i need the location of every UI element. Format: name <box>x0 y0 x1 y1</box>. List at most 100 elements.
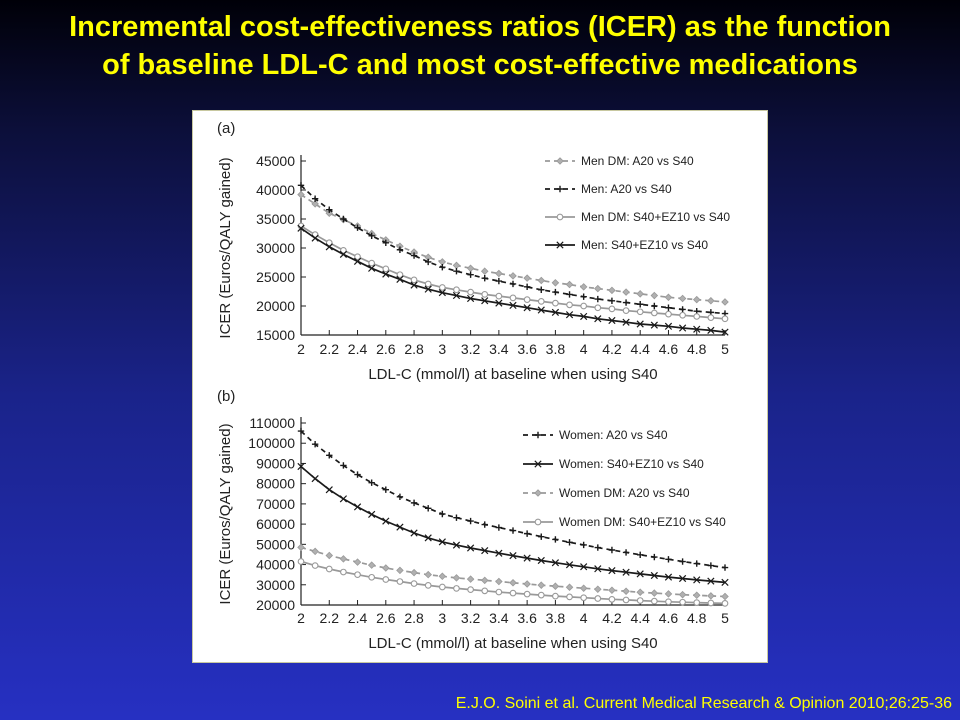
legend-label: Men DM: A20 vs S40 <box>581 154 694 168</box>
data-point <box>579 584 588 592</box>
data-point <box>509 272 517 280</box>
data-point <box>538 286 545 293</box>
data-point <box>326 452 333 459</box>
data-point <box>637 551 644 559</box>
data-point <box>438 284 446 291</box>
data-point <box>566 593 573 601</box>
data-point <box>565 583 574 591</box>
y-tick-label: 15000 <box>256 327 295 343</box>
data-point <box>707 577 715 585</box>
data-point <box>664 590 673 598</box>
series-3 <box>297 222 729 323</box>
x-tick-label: 4.2 <box>602 341 622 357</box>
data-point <box>297 224 305 232</box>
legend: Men DM: A20 vs S40 Men: A20 vs S40 Men DM:… <box>545 154 730 252</box>
x-tick-label: 3.6 <box>517 610 537 626</box>
data-point <box>594 544 601 551</box>
data-point <box>466 575 475 583</box>
data-point <box>382 239 389 246</box>
data-point <box>410 252 418 259</box>
data-point <box>622 307 630 314</box>
data-point <box>693 313 701 320</box>
data-point <box>692 295 701 304</box>
data-point <box>679 558 686 565</box>
y-tick-label: 35000 <box>256 211 295 227</box>
data-point <box>594 295 601 303</box>
x-tick-label: 2.8 <box>404 341 424 357</box>
data-point <box>466 294 475 303</box>
data-point <box>721 315 729 323</box>
data-point <box>325 565 333 573</box>
data-point <box>368 573 376 581</box>
data-point <box>608 595 616 603</box>
data-point <box>368 479 375 486</box>
slide-title-line-1: Incremental cost-effectiveness ratios (I… <box>69 11 891 43</box>
data-point <box>354 253 361 261</box>
legend-marker <box>534 431 542 439</box>
data-point <box>650 309 658 317</box>
slide-title-line-2: of baseline LDL-C and most cost-effectiv… <box>102 49 858 81</box>
data-point <box>311 474 319 483</box>
data-point <box>452 291 461 300</box>
legend-marker <box>556 185 564 193</box>
data-point <box>453 286 460 294</box>
data-point <box>410 499 418 507</box>
data-point <box>551 279 560 287</box>
data-point <box>509 552 517 560</box>
data-point <box>608 586 616 595</box>
data-point <box>552 288 559 296</box>
y-tick-label: 50000 <box>256 536 295 552</box>
data-point <box>651 302 658 310</box>
series-2 <box>297 462 729 586</box>
legend-label: Women DM: A20 vs S40 <box>559 486 690 500</box>
data-point <box>353 503 362 511</box>
data-point <box>650 291 659 300</box>
data-point <box>480 576 489 585</box>
series-line <box>300 546 726 598</box>
data-point <box>523 580 531 588</box>
data-point <box>452 574 461 582</box>
y-tick-label: 30000 <box>256 577 295 593</box>
data-point <box>297 462 305 471</box>
data-point <box>679 311 686 319</box>
data-point <box>424 534 432 542</box>
x-tick-label: 4 <box>580 610 588 626</box>
data-point <box>523 304 531 312</box>
x-tick-label: 3.8 <box>546 341 566 357</box>
data-point <box>707 592 715 600</box>
data-point <box>396 493 404 501</box>
data-point <box>551 582 560 590</box>
data-point <box>523 590 531 598</box>
legend-label: Men DM: S40+EZ10 vs S40 <box>581 210 730 224</box>
data-point <box>636 320 644 328</box>
data-point <box>594 284 602 293</box>
data-point <box>608 286 616 295</box>
data-point <box>396 246 404 253</box>
data-point <box>580 293 587 300</box>
data-point <box>467 517 474 525</box>
data-point <box>297 543 305 552</box>
data-point <box>566 301 573 309</box>
data-point <box>339 555 348 563</box>
data-point <box>665 304 672 311</box>
data-point <box>311 195 319 202</box>
data-point <box>650 597 658 605</box>
x-tick-label: 2 <box>297 610 305 626</box>
x-tick-label: 2.4 <box>348 610 368 626</box>
legend-label: Women: A20 vs S40 <box>559 428 668 442</box>
series-3 <box>297 543 729 601</box>
citation: E.J.O. Soini et al. Current Medical Rese… <box>455 695 952 712</box>
data-point <box>664 322 673 330</box>
data-point <box>368 259 376 267</box>
data-point <box>453 585 460 592</box>
data-point <box>495 292 503 300</box>
data-point <box>340 568 347 576</box>
data-point <box>452 541 461 549</box>
data-point <box>594 304 602 312</box>
x-tick-label: 2.4 <box>348 341 368 357</box>
data-point <box>636 588 644 597</box>
data-point <box>438 289 446 297</box>
x-tick-label: 2.6 <box>376 341 396 357</box>
data-point <box>622 288 630 296</box>
